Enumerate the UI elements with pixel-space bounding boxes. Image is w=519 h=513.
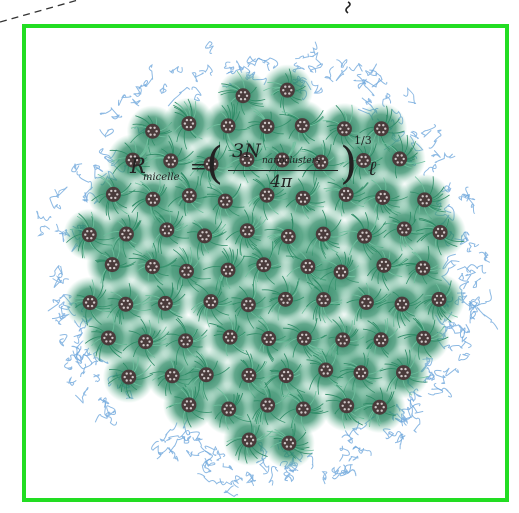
equation-denominator: 4π	[270, 172, 292, 192]
nanocluster-core	[396, 221, 412, 237]
equation-equals: =	[190, 154, 207, 178]
nanocluster-core	[416, 330, 432, 346]
nanocluster-core	[256, 257, 272, 273]
nanocluster-core	[279, 82, 295, 98]
nanocluster-core	[300, 259, 316, 275]
nanocluster-core	[239, 223, 255, 239]
micelle-radius-equation: R micelle = ( 3N nanoclusters 4π ) 1/3 ℓ	[130, 134, 376, 196]
nanocluster-core	[376, 257, 392, 273]
nanocluster-core	[415, 260, 431, 276]
nanocluster-core	[100, 330, 116, 346]
nanocluster-core	[295, 401, 311, 417]
equation-lhs-symbol: R	[130, 154, 146, 178]
nanocluster-core	[217, 193, 233, 209]
nanocluster-core	[296, 330, 312, 346]
nanocluster-core	[394, 296, 410, 312]
nanocluster-core	[178, 263, 194, 279]
nanocluster-core	[259, 118, 275, 134]
nanocluster-core	[353, 365, 369, 381]
nanocluster-core	[295, 190, 311, 206]
nanocluster-core	[356, 153, 372, 169]
nanocluster-core	[105, 186, 121, 202]
nanocluster-core	[432, 224, 448, 240]
nanocluster-core	[164, 368, 180, 384]
nanocluster-core	[313, 154, 329, 170]
nanocluster-core	[392, 151, 408, 167]
equation-exponent: 1/3	[354, 134, 372, 147]
nanocluster-core	[81, 227, 97, 243]
nanocluster-cores	[81, 82, 448, 451]
nanocluster-core	[260, 397, 276, 413]
nanocluster-core	[372, 399, 388, 415]
micelle-figure-frame: R micelle = ( 3N nanoclusters 4π ) 1/3 ℓ	[22, 24, 509, 502]
nanocluster-core	[373, 121, 389, 137]
nanocluster-core	[259, 187, 275, 203]
nanocluster-core	[281, 435, 297, 451]
equation-left-paren: (	[206, 138, 224, 189]
nanocluster-core	[373, 332, 389, 348]
nanocluster-core	[274, 152, 290, 168]
nanocluster-core	[280, 229, 296, 245]
nanocluster-core	[178, 333, 194, 349]
equation-right-paren: )	[340, 138, 358, 189]
nanocluster-core	[118, 296, 134, 312]
squiggle-mark	[345, 1, 351, 14]
nanocluster-core	[338, 186, 354, 202]
nanocluster-core	[181, 116, 197, 132]
nanocluster-core	[197, 228, 213, 244]
nanocluster-core	[159, 222, 175, 238]
nanocluster-core	[339, 398, 355, 414]
nanocluster-core	[125, 152, 141, 168]
nanocluster-core	[316, 292, 332, 308]
nanocluster-core	[145, 191, 161, 207]
nanocluster-core	[163, 153, 179, 169]
nanocluster-core	[198, 367, 214, 383]
nanocluster-core	[396, 365, 412, 381]
nanocluster-core	[181, 397, 197, 413]
nanocluster-core	[241, 367, 257, 383]
nanocluster-core	[144, 259, 160, 275]
nanocluster-core	[294, 118, 310, 134]
equation-rhs-symbol: ℓ	[368, 156, 377, 180]
nanocluster-core	[222, 329, 238, 345]
nanocluster-core	[82, 295, 98, 311]
nanocluster-core	[203, 294, 219, 310]
nanocluster-core	[121, 369, 137, 385]
nanocluster-core	[333, 264, 349, 280]
nanocluster-core	[181, 188, 197, 204]
equation-lhs-subscript: micelle	[143, 172, 180, 183]
equation-numerator-subscript: nanoclusters	[262, 156, 321, 166]
nanocluster-core	[138, 334, 154, 350]
nanocluster-core	[261, 331, 277, 347]
nanocluster-core	[203, 156, 219, 172]
nanocluster-core	[220, 118, 236, 134]
nanocluster-core	[318, 362, 334, 378]
nanocluster-core	[241, 432, 257, 448]
nanocluster-core	[240, 297, 256, 313]
nanocluster-core	[157, 295, 173, 311]
nanocluster-core	[335, 332, 351, 348]
equation-numerator: 3N	[232, 140, 261, 162]
nanocluster-core	[239, 151, 255, 167]
nanocluster-core	[375, 189, 391, 205]
nanocluster-core	[221, 401, 237, 417]
equation-fraction-bar	[228, 170, 338, 171]
nanocluster-core	[336, 121, 352, 137]
nanocluster-core	[431, 291, 447, 307]
nanocluster-core	[118, 226, 134, 242]
nanocluster-core	[417, 192, 433, 208]
nanocluster-core	[220, 262, 236, 278]
nanocluster-core	[235, 88, 251, 104]
nanocluster-core	[145, 123, 161, 139]
nanocluster-core	[356, 228, 372, 244]
nanocluster-core	[104, 257, 120, 273]
nanocluster-core	[358, 294, 374, 310]
nanocluster-core	[315, 226, 331, 242]
nanocluster-core	[278, 368, 294, 384]
nanocluster-core	[277, 291, 293, 307]
micelle-illustration	[36, 41, 499, 498]
